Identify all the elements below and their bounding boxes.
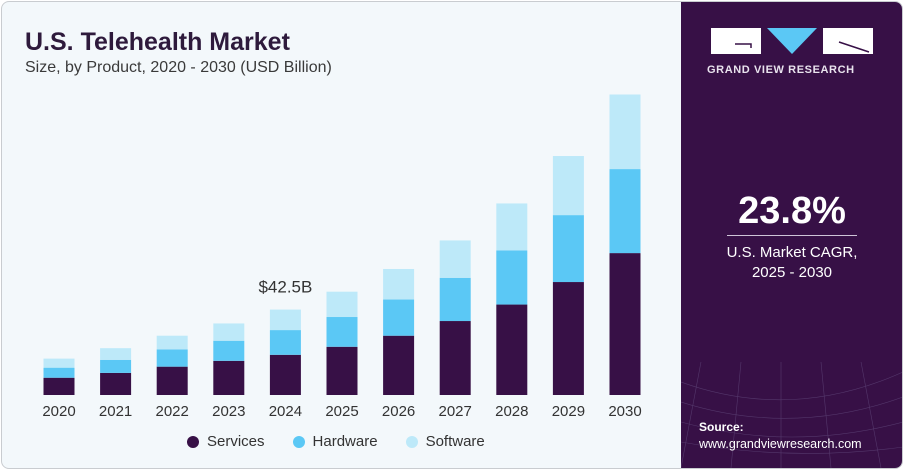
legend: Services Hardware Software: [187, 433, 485, 450]
x-tick-label: 2024: [269, 403, 302, 420]
legend-item-software: Software: [405, 433, 485, 450]
decorative-grid: [681, 362, 902, 468]
bar-segment-services-2026: [383, 335, 415, 395]
bar-segment-hardware-2027: [439, 277, 471, 322]
bar-segment-software-2021: [100, 348, 132, 360]
bar-segment-software-2022: [156, 335, 188, 350]
bar-segment-hardware-2030: [609, 169, 641, 254]
info-panel: GRAND VIEW RESEARCH 23.8% U.S. Market CA…: [681, 2, 902, 468]
source-label: Source:: [699, 420, 744, 434]
chart-title: U.S. Telehealth Market: [25, 28, 290, 56]
legend-item-hardware: Hardware: [292, 433, 378, 450]
bar-segment-hardware-2029: [552, 215, 584, 283]
bar-segment-services-2030: [609, 253, 641, 395]
bar-segment-services-2029: [552, 282, 584, 395]
legend-label: Hardware: [312, 433, 378, 450]
bar-segment-hardware-2021: [100, 359, 132, 373]
bar-segment-hardware-2028: [496, 250, 528, 305]
stacked-bar-chart: 2020 2021 2022 2023 2024 $42.5B 2025 2026 2027 20…: [42, 94, 642, 420]
x-tick-label: 2025: [325, 403, 358, 420]
bar-segment-hardware-2023: [213, 340, 245, 361]
divider: [727, 235, 857, 236]
cagr-value: 23.8%: [738, 190, 846, 232]
bar-segment-hardware-2026: [383, 299, 415, 336]
bar-segment-software-2023: [213, 323, 245, 341]
bar-segment-services-2025: [326, 346, 358, 395]
bar-segment-services-2020: [43, 377, 75, 395]
bar-segment-software-2027: [439, 240, 471, 278]
bar-segment-software-2020: [43, 358, 75, 368]
bar-segment-services-2024: [269, 354, 301, 395]
bar-segment-software-2029: [552, 156, 584, 216]
bar-segment-hardware-2022: [156, 349, 188, 367]
bar-segment-services-2028: [496, 304, 528, 395]
legend-swatch: [405, 435, 418, 448]
legend-swatch: [187, 435, 199, 448]
x-tick-label: 2029: [552, 403, 585, 420]
legend-item-services: Services: [187, 433, 265, 450]
x-tick-label: 2028: [495, 403, 528, 420]
x-tick-label: 2027: [439, 403, 472, 420]
data-label: $42.5B: [258, 278, 312, 297]
source-link[interactable]: www.grandviewresearch.com: [699, 437, 862, 451]
bar-segment-software-2025: [326, 291, 358, 318]
bar-segment-services-2022: [156, 366, 188, 395]
bar-segment-hardware-2024: [269, 330, 301, 355]
bar-segment-hardware-2020: [43, 367, 75, 378]
chart-subtitle: Size, by Product, 2020 - 2030 (USD Billi…: [25, 59, 332, 76]
cagr-label: U.S. Market CAGR, 2025 - 2030: [681, 243, 902, 283]
bar-segment-services-2023: [213, 360, 245, 395]
bar-segment-software-2030: [609, 94, 641, 170]
legend-label: Services: [207, 433, 265, 450]
x-tick-label: 2030: [608, 403, 641, 420]
x-tick-label: 2022: [156, 403, 189, 420]
grand-view-research-logo: [711, 28, 873, 54]
x-tick-label: 2020: [42, 403, 75, 420]
bar-segment-services-2027: [439, 321, 471, 395]
cagr-label-line-1: U.S. Market CAGR,: [726, 244, 858, 261]
bar-segment-software-2026: [383, 268, 415, 300]
bar-segment-software-2024: [269, 309, 301, 331]
x-tick-label: 2023: [212, 403, 245, 420]
cagr-label-period: 2025 - 2030: [751, 264, 833, 281]
legend-swatch: [292, 435, 305, 448]
bar-segment-hardware-2025: [326, 317, 358, 347]
bar-segment-software-2028: [496, 203, 528, 251]
legend-label: Software: [425, 433, 485, 450]
brand-name: GRAND VIEW RESEARCH: [707, 64, 855, 76]
x-tick-label: 2021: [99, 403, 132, 420]
bar-segment-services-2021: [100, 372, 132, 395]
x-tick-label: 2026: [382, 403, 415, 420]
